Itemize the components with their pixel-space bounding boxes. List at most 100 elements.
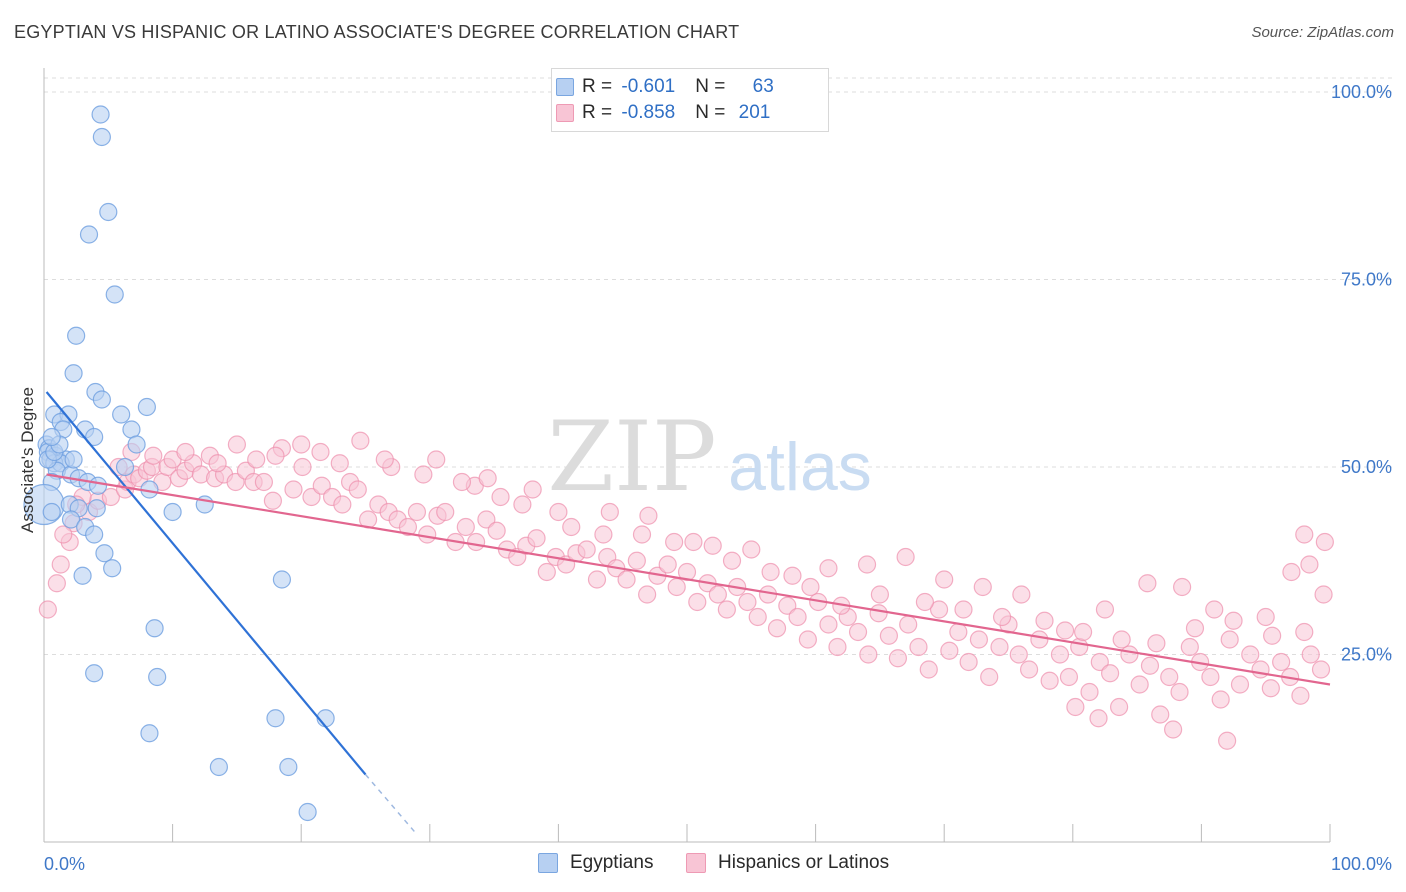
bottom-legend-hispanics[interactable]: Hispanics or Latinos <box>686 852 889 874</box>
hispanic-point <box>1040 671 1059 690</box>
hispanic-point <box>466 532 486 552</box>
hispanic-point <box>888 649 908 668</box>
tick-labels: 25.0% 50.0% 75.0% 100.0% 0.0% 100.0% <box>44 82 1392 874</box>
hispanic-point <box>587 570 607 589</box>
hispanic-point <box>226 472 245 492</box>
egyptian-point <box>140 724 159 743</box>
egyptians-label: Egyptians <box>570 852 654 873</box>
hispanic-point <box>1130 675 1149 694</box>
hispanic-point <box>801 577 820 597</box>
hispanic-point <box>684 532 703 552</box>
hispanic-point <box>819 615 838 634</box>
hispanic-point <box>292 435 311 454</box>
hispanic-point <box>427 450 446 469</box>
hispanic-point <box>1218 731 1237 750</box>
egyptian-point <box>61 510 81 529</box>
hispanic-point <box>1170 682 1189 702</box>
chart-title: EGYPTIAN VS HISPANIC OR LATINO ASSOCIATE… <box>14 22 740 42</box>
hispanic-point <box>632 525 652 544</box>
source-label[interactable]: Source: ZipAtlas.com <box>1251 24 1394 41</box>
egyptian-point <box>87 499 106 518</box>
hispanic-point <box>940 641 959 660</box>
hispanic-point <box>330 454 349 473</box>
hispanic-point <box>935 570 954 589</box>
hispanic-point <box>1138 574 1157 593</box>
hispanic-point <box>311 442 330 462</box>
hispanic-point <box>722 551 742 570</box>
hispanic-point <box>819 559 838 578</box>
legend-r-label: R = <box>582 102 618 123</box>
egyptian-point <box>64 364 83 383</box>
trend-lines <box>45 391 1331 835</box>
hispanic-point <box>742 540 761 559</box>
hispanic-point <box>1120 645 1139 664</box>
hispanic-point <box>1073 622 1093 642</box>
hispanic-point <box>919 660 938 679</box>
hispanic-point <box>899 615 918 634</box>
hispanic-point <box>1251 660 1270 679</box>
x-tick-label: 0.0% <box>44 854 85 874</box>
hispanic-point <box>658 555 677 574</box>
egyptian-point <box>92 390 111 409</box>
hispanics-trend-line <box>46 473 1331 686</box>
legend-swatch-hispanics <box>556 104 574 122</box>
egyptian-point <box>103 559 122 578</box>
grid-lines <box>44 77 1392 655</box>
egyptian-point <box>92 127 111 147</box>
bottom-legend-egyptians[interactable]: Egyptians <box>538 852 653 874</box>
egyptian-point <box>272 570 292 589</box>
hispanic-point <box>1164 720 1183 739</box>
hispanic-point <box>767 619 787 638</box>
egyptian-point <box>266 709 285 728</box>
egyptians-trend-extension <box>364 774 418 835</box>
hispanic-point <box>1147 634 1166 653</box>
egyptians-trend-line <box>45 391 367 776</box>
hispanic-point <box>54 525 73 544</box>
hispanic-point <box>436 502 455 522</box>
watermark-zip: ZIP <box>547 401 716 513</box>
egyptian-point <box>95 544 114 563</box>
hispanic-point <box>617 570 636 589</box>
hispanic-point <box>1180 637 1199 657</box>
hispanic-point <box>949 622 968 642</box>
hispanic-point <box>414 465 433 484</box>
hispanic-point <box>677 562 697 582</box>
hispanic-point <box>1315 532 1334 552</box>
egyptian-point <box>73 566 92 585</box>
hispanic-point <box>348 480 367 499</box>
legend-r-value: -0.601 <box>621 76 676 97</box>
hispanic-point <box>302 487 321 507</box>
hispanic-point <box>1272 652 1291 672</box>
hispanic-point <box>263 491 283 510</box>
hispanic-point <box>1112 630 1131 649</box>
legend-r-label: R = <box>582 76 618 97</box>
hispanic-point <box>954 600 973 619</box>
y-tick-label: 25.0% <box>1341 645 1392 665</box>
legend: R = -0.601 N = 63 R = -0.858 N = 201 <box>551 68 829 132</box>
x-tick-label: 100.0% <box>1331 854 1392 874</box>
hispanic-point <box>284 480 303 499</box>
hispanic-point <box>1109 697 1129 717</box>
egyptian-point <box>279 757 298 777</box>
hispanic-point <box>1090 652 1109 672</box>
legend-row-egyptians: R = -0.601 N = 63 <box>556 75 774 99</box>
series-hispanics <box>38 431 1334 750</box>
hispanic-point <box>708 585 727 604</box>
hispanic-point <box>562 517 581 537</box>
hispanic-point <box>703 536 722 555</box>
legend-n-value: 201 <box>738 102 771 123</box>
hispanic-point <box>909 637 928 657</box>
hispanic-point <box>1173 577 1192 597</box>
hispanic-point <box>748 607 767 627</box>
hispanic-point <box>788 607 807 627</box>
hispanic-point <box>491 487 510 507</box>
egyptian-point <box>298 802 317 822</box>
egyptian-point <box>85 427 104 447</box>
hispanic-point <box>869 604 888 623</box>
egyptian-point <box>209 757 228 777</box>
hispanic-point <box>38 600 57 619</box>
egyptian-point <box>163 502 182 522</box>
hispanic-point <box>523 480 542 499</box>
hispanic-point <box>879 626 899 645</box>
